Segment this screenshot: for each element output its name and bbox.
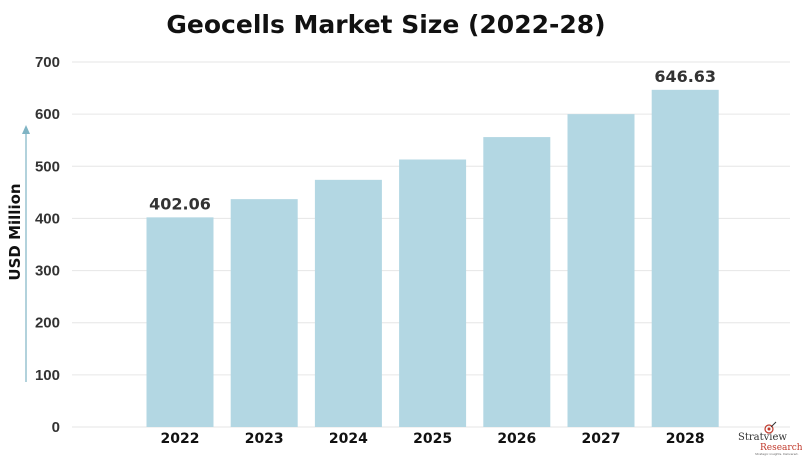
y-tick-label: 400: [35, 210, 60, 227]
logo-name: Stratview: [738, 432, 787, 443]
bar-2028: [651, 89, 719, 427]
x-tick-label: 2025: [413, 431, 452, 447]
bar-2027: [567, 114, 635, 428]
x-tick-label: 2028: [666, 431, 705, 447]
x-tick-label: 2022: [161, 431, 200, 447]
logo-tagline: Strategic insights. Delivered.: [755, 452, 798, 456]
data-label: 402.06: [149, 194, 211, 213]
x-tick-label: 2026: [497, 431, 536, 447]
bar-2026: [483, 137, 551, 428]
target-icon: [764, 421, 777, 434]
x-tick-label: 2023: [245, 431, 284, 447]
y-axis-arrow: [22, 125, 30, 382]
logo-name2: Research: [760, 443, 802, 453]
stratview-logo: Stratview Research Strategic insights. D…: [738, 421, 802, 456]
y-axis-label: USD Million: [6, 183, 24, 280]
y-tick-label: 0: [52, 419, 60, 436]
y-tick-label: 100: [35, 367, 60, 384]
data-label: 646.63: [654, 67, 716, 86]
y-tick-label: 300: [35, 263, 60, 280]
y-axis-ticks: 0 100 200 300 400 500 600 700: [35, 54, 60, 436]
bar-2023: [230, 199, 298, 427]
bars: [146, 89, 719, 428]
x-tick-label: 2027: [582, 431, 621, 447]
bar-2022: [146, 217, 214, 427]
chart-title: Geocells Market Size (2022-28): [166, 10, 605, 39]
x-tick-label: 2024: [329, 431, 368, 447]
bar-2024: [314, 179, 382, 427]
y-tick-label: 700: [35, 54, 60, 71]
x-axis-ticks: 2022 2023 2024 2025 2026 2027 2028: [161, 431, 705, 447]
y-tick-label: 200: [35, 315, 60, 332]
bar-2025: [399, 159, 467, 427]
data-labels: 402.06 646.63: [149, 67, 716, 214]
y-tick-label: 600: [35, 106, 60, 123]
y-tick-label: 500: [35, 158, 60, 175]
